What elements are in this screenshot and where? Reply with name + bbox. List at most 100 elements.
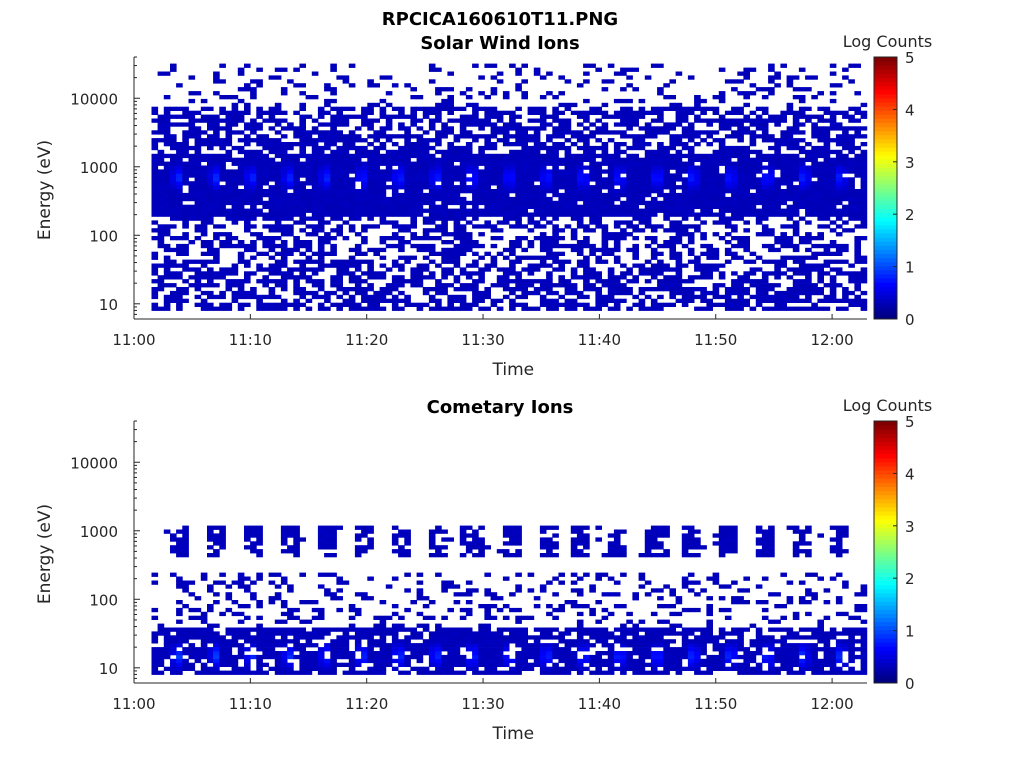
spectrogram-cell [447,271,454,276]
spectrogram-cell [743,177,750,182]
spectrogram-cell [213,623,220,628]
spectrogram-cell [626,161,633,166]
spectrogram-cell [792,228,800,233]
spectrogram-cell [410,145,417,151]
spectrogram-cell [644,75,652,80]
spectrogram-cell [564,204,572,209]
spectrogram-cell [478,279,485,284]
spectrogram-cell [336,149,343,155]
spectrogram-cell [219,157,226,162]
spectrogram-cell [416,145,424,151]
spectrogram-cell [373,192,380,198]
spectrogram-cell [219,126,226,131]
spectrogram-cell [539,224,547,229]
spectrogram-cell [607,287,615,292]
spectrogram-cell [373,173,380,178]
spectrogram-cell [712,200,720,206]
spectrogram-cell [182,177,189,182]
spectrogram-cell [539,302,547,307]
spectrogram-cell [724,122,732,127]
spectrogram-cell [231,666,239,671]
spectrogram-cell [311,185,319,190]
spectrogram-cell [700,177,707,182]
spectrogram-cell [620,130,627,135]
spectrogram-cell [570,161,578,166]
spectrogram-cell [225,232,233,237]
spectrogram-cell [706,243,713,249]
spectrogram-cell [743,126,750,131]
spectrogram-cell [700,181,707,186]
spectrogram-cell [842,243,849,249]
spectrogram-cell [811,243,818,249]
spectrogram-cell [311,161,319,166]
spectrogram-cell [213,192,220,198]
spectrogram-cell [280,251,288,256]
spectrogram-cell [367,142,374,147]
spectrogram-cell [453,149,461,155]
spectrogram-cell [262,204,269,209]
spectrogram-cell [478,122,485,127]
spectrogram-cell [755,208,763,213]
spectrogram-cell [626,224,633,229]
spectrogram-cell [638,126,646,131]
spectrogram-cell [761,189,769,194]
spectrogram-cell [459,283,467,288]
spectrogram-cell [515,71,522,76]
spectrogram-cell [219,232,226,237]
spectrogram-cell [502,110,510,115]
spectrogram-cell [157,181,165,186]
spectrogram-cell [848,208,855,213]
spectrogram-cell [761,196,769,202]
spectrogram-cell [731,216,738,221]
spectrogram-cell [829,251,837,256]
colorbar-tick-label: 0 [905,311,915,329]
spectrogram-cell [601,243,609,249]
spectrogram-cell [324,142,331,147]
spectrogram-cell [829,118,837,123]
spectrogram-cell [792,122,800,127]
spectrogram-cell [811,149,818,155]
spectrogram-cell [213,654,220,660]
spectrogram-cell [250,130,257,135]
spectrogram-cell [484,306,491,311]
spectrogram-cell [256,196,263,202]
spectrogram-cell [521,302,528,307]
spectrogram-cell [798,95,806,100]
spectrogram-cell [724,298,732,303]
spectrogram-cell [163,275,171,280]
spectrogram-cell [823,247,831,253]
spectrogram-cell [626,177,633,182]
spectrogram-cell [274,651,282,656]
spectrogram-cell [490,145,498,151]
spectrogram-cell [237,173,245,178]
spectrogram-cell [453,208,461,213]
spectrogram-cell [632,67,639,72]
spectrogram-cell [194,275,202,280]
spectrogram-cell [718,216,726,221]
spectrogram-cell [342,259,350,264]
spectrogram-cell [225,169,233,174]
spectrogram-cell [324,200,331,206]
spectrogram-cell [367,247,374,253]
spectrogram-cell [644,224,652,229]
spectrogram-cell [188,662,196,667]
spectrogram-cell [176,607,183,613]
spectrogram-cell [207,294,214,300]
spectrogram-cell [317,537,325,542]
spectrogram-cell [527,240,535,245]
spectrogram-cell [842,228,849,233]
spectrogram-cell [213,553,220,558]
spectrogram-cell [447,102,454,108]
spectrogram-cell [163,643,171,648]
spectrogram-cell [780,110,787,115]
spectrogram-cell [780,153,787,159]
spectrogram-cell [478,149,485,155]
spectrogram-cell [712,181,720,186]
spectrogram-cell [589,122,596,127]
spectrogram-cell [256,149,263,155]
spectrogram-cell [182,106,189,111]
spectrogram-cell [348,294,356,300]
spectrogram-cell [274,185,282,190]
spectrogram-cell [391,134,399,139]
spectrogram-cell [231,216,239,221]
